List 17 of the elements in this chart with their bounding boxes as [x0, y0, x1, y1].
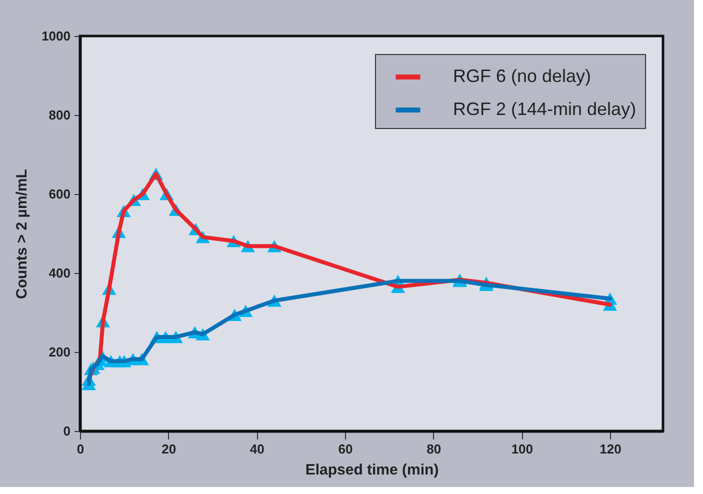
x-tick-label: 40 [250, 442, 264, 456]
legend-label: RGF 2 (144-min delay) [453, 99, 636, 119]
x-tick-label: 120 [600, 442, 622, 456]
y-tick-label: 600 [48, 186, 70, 202]
x-tick-label: 60 [338, 442, 353, 456]
y-tick-label: 200 [48, 344, 70, 360]
x-tick-label: 0 [76, 442, 84, 456]
x-tick-label: 100 [511, 442, 534, 456]
x-tick-label: 20 [162, 442, 176, 456]
legend-label: RGF 6 (no delay) [453, 66, 592, 86]
x-axis-title: Elapsed time (min) [305, 462, 439, 478]
x-tick-label: 80 [426, 442, 442, 456]
y-tick-label: 1000 [42, 28, 70, 44]
y-tick-label: 0 [63, 424, 70, 438]
y-tick-label: 400 [48, 266, 70, 280]
y-axis-title: Counts > 2 µm/mL [14, 169, 31, 299]
y-tick-label: 800 [48, 108, 70, 122]
